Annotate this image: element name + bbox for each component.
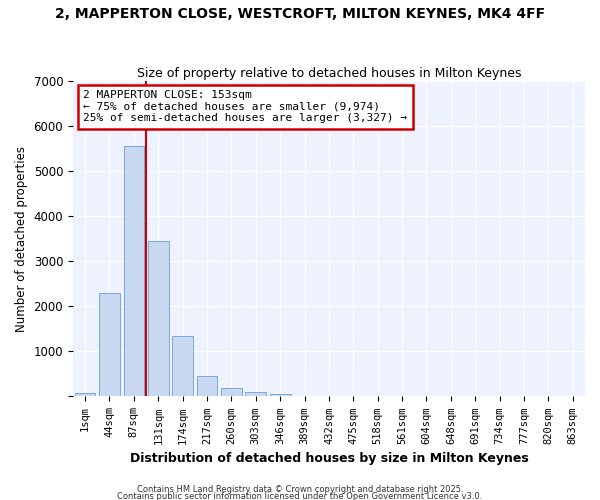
Bar	[221, 388, 242, 396]
Text: 2, MAPPERTON CLOSE, WESTCROFT, MILTON KEYNES, MK4 4FF: 2, MAPPERTON CLOSE, WESTCROFT, MILTON KE…	[55, 8, 545, 22]
Bar	[148, 241, 169, 396]
Bar	[75, 393, 95, 396]
Title: Size of property relative to detached houses in Milton Keynes: Size of property relative to detached ho…	[137, 66, 521, 80]
Bar	[99, 292, 120, 397]
Bar	[124, 146, 144, 397]
Bar	[270, 394, 290, 396]
Text: Contains public sector information licensed under the Open Government Licence v3: Contains public sector information licen…	[118, 492, 482, 500]
Bar	[172, 336, 193, 396]
Y-axis label: Number of detached properties: Number of detached properties	[15, 146, 28, 332]
Bar	[197, 376, 217, 396]
Bar	[245, 392, 266, 396]
X-axis label: Distribution of detached houses by size in Milton Keynes: Distribution of detached houses by size …	[130, 452, 529, 465]
Text: Contains HM Land Registry data © Crown copyright and database right 2025.: Contains HM Land Registry data © Crown c…	[137, 486, 463, 494]
Text: 2 MAPPERTON CLOSE: 153sqm
← 75% of detached houses are smaller (9,974)
25% of se: 2 MAPPERTON CLOSE: 153sqm ← 75% of detac…	[83, 90, 407, 124]
